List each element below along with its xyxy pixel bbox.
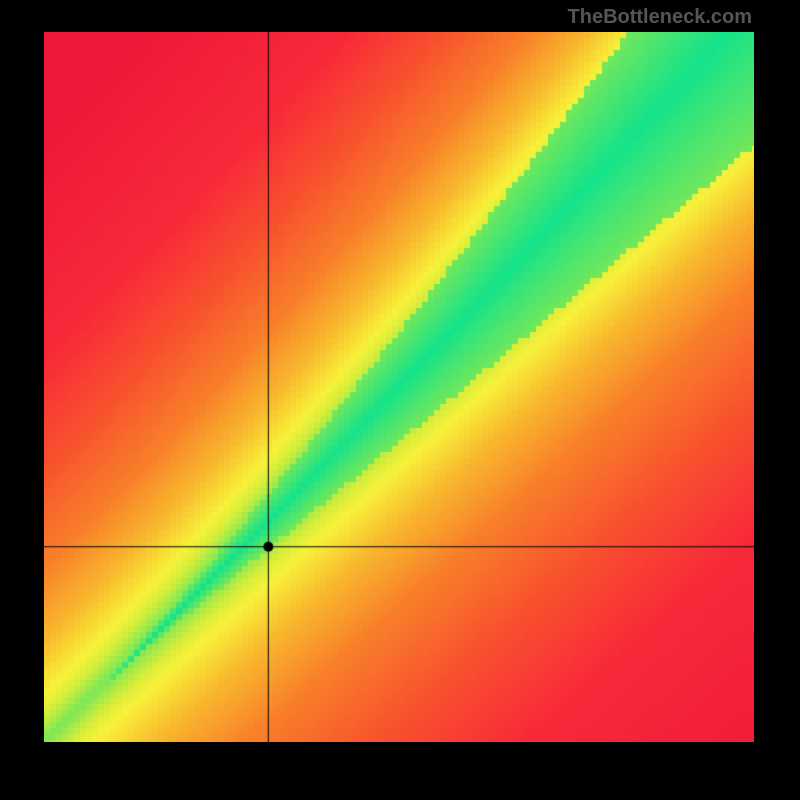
- bottleneck-heatmap: [44, 32, 754, 742]
- chart-container: TheBottleneck.com: [0, 0, 800, 800]
- watermark-text: TheBottleneck.com: [568, 6, 752, 29]
